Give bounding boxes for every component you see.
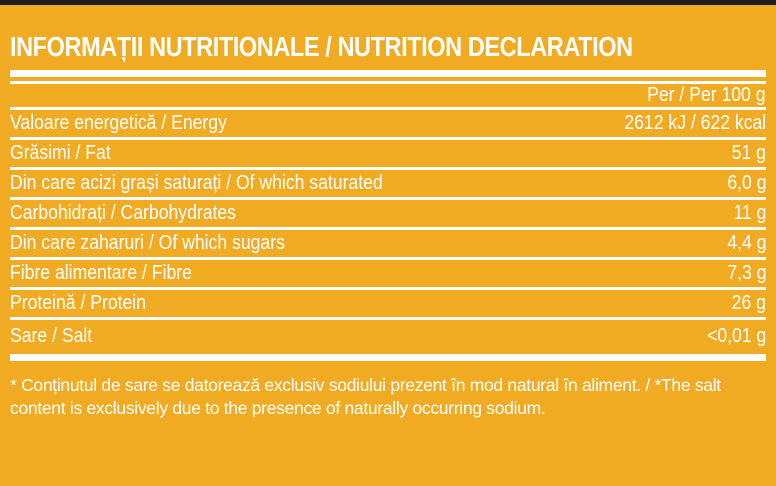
row-label: Carbohidrați / Carbohydrates <box>10 202 236 224</box>
table-row: Carbohidrați / Carbohydrates 11 g <box>10 200 766 230</box>
table-row: Proteină / Protein 26 g <box>10 290 766 320</box>
table-row: Valoare energetică / Energy 2612 kJ / 62… <box>10 110 766 140</box>
table-row: Din care acizi grași saturați / Of which… <box>10 170 766 200</box>
column-header: Per / Per 100 g <box>647 84 766 106</box>
row-value: 11 g <box>733 202 766 224</box>
row-value: 2612 kJ / 622 kcal <box>624 112 766 134</box>
row-value: 4,4 g <box>726 232 766 254</box>
table-bottom-divider <box>10 354 766 361</box>
footnote: * Conținutul de sare se datorează exclus… <box>10 375 721 418</box>
row-value: <0,01 g <box>706 324 766 347</box>
row-value: 6,0 g <box>726 172 766 194</box>
label-content: INFORMAȚII NUTRITIONALE / NUTRITION DECL… <box>0 31 776 420</box>
page-title: INFORMAȚII NUTRITIONALE / NUTRITION DECL… <box>10 31 633 62</box>
row-value: 7,3 g <box>726 262 766 284</box>
table-row: Sare / Salt <0,01 g <box>10 320 766 352</box>
row-value: 26 g <box>731 292 766 314</box>
row-label: Fibre alimentare / Fibre <box>10 262 192 284</box>
table-column-header-row: Per / Per 100 g <box>10 84 766 110</box>
table-row: Grăsimi / Fat 51 g <box>10 140 766 170</box>
title-divider-thick <box>10 70 766 77</box>
table-row: Din care zaharuri / Of which sugars 4,4 … <box>10 230 766 260</box>
table-row: Fibre alimentare / Fibre 7,3 g <box>10 260 766 290</box>
row-label: Valoare energetică / Energy <box>10 112 227 134</box>
row-value: 51 g <box>731 142 766 164</box>
table-body: Valoare energetică / Energy 2612 kJ / 62… <box>10 110 766 352</box>
top-edge-bar <box>0 0 776 5</box>
row-label: Din care acizi grași saturați / Of which… <box>10 172 383 194</box>
row-label: Grăsimi / Fat <box>10 142 111 164</box>
row-label: Proteină / Protein <box>10 292 146 314</box>
row-label: Sare / Salt <box>10 324 93 347</box>
title-divider-thin <box>10 81 766 84</box>
row-label: Din care zaharuri / Of which sugars <box>10 232 285 254</box>
